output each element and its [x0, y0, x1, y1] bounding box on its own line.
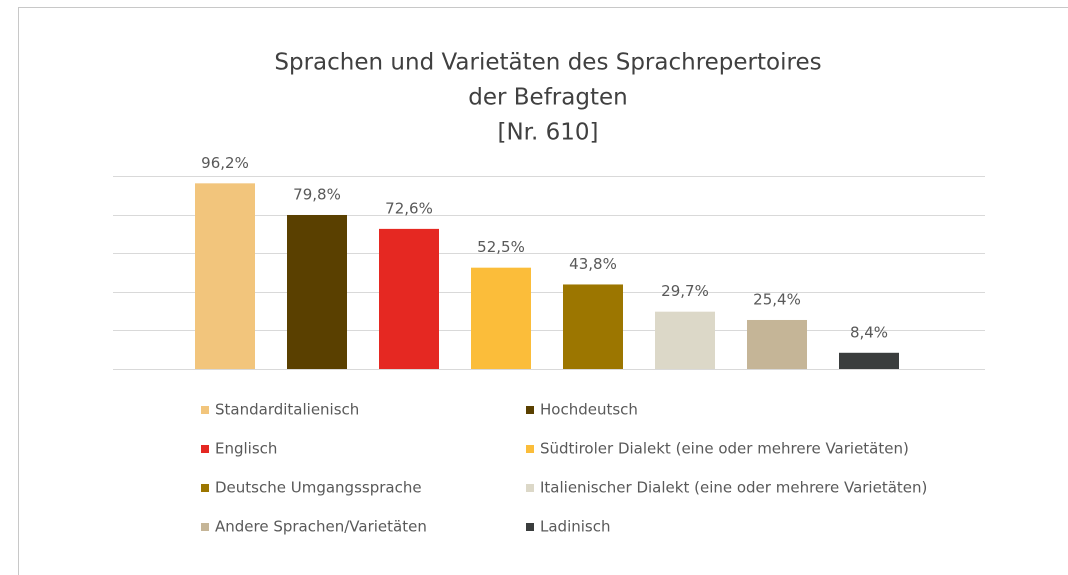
legend-swatch [201, 445, 209, 453]
bar [655, 311, 715, 369]
data-label: 29,7% [661, 282, 709, 300]
data-label: 25,4% [753, 290, 801, 308]
chart-title: [Nr. 610] [497, 120, 598, 146]
data-label: 43,8% [569, 255, 617, 273]
chart-title: Sprachen und Varietäten des Sprachrepert… [274, 50, 821, 76]
data-label: 8,4% [850, 323, 888, 341]
legend-label: Deutsche Umgangssprache [215, 479, 422, 497]
bar [287, 214, 347, 369]
legend-swatch [526, 484, 534, 492]
data-label: 79,8% [293, 185, 341, 203]
data-label: 52,5% [477, 238, 525, 256]
legend-label: Italienischer Dialekt (eine oder mehrere… [540, 479, 927, 497]
legend-swatch [526, 445, 534, 453]
legend-label: Andere Sprachen/Varietäten [215, 518, 427, 536]
data-label: 96,2% [201, 154, 249, 172]
bar [747, 319, 807, 369]
legend-swatch [526, 523, 534, 531]
bar [379, 228, 439, 369]
legend-swatch [201, 523, 209, 531]
legend-label: Englisch [215, 440, 277, 458]
bar [563, 284, 623, 369]
legend-swatch [201, 406, 209, 414]
chart-title: der Befragten [468, 85, 627, 111]
bar [839, 352, 899, 369]
legend-label: Standarditalienisch [215, 401, 359, 419]
bar [471, 267, 531, 369]
legend-swatch [526, 406, 534, 414]
data-label: 72,6% [385, 199, 433, 217]
legend-label: Ladinisch [540, 518, 610, 536]
chart-frame [18, 7, 1068, 575]
legend-label: Südtiroler Dialekt (eine oder mehrere Va… [540, 440, 909, 458]
legend-label: Hochdeutsch [540, 401, 638, 419]
legend-swatch [201, 484, 209, 492]
bar [195, 183, 255, 369]
